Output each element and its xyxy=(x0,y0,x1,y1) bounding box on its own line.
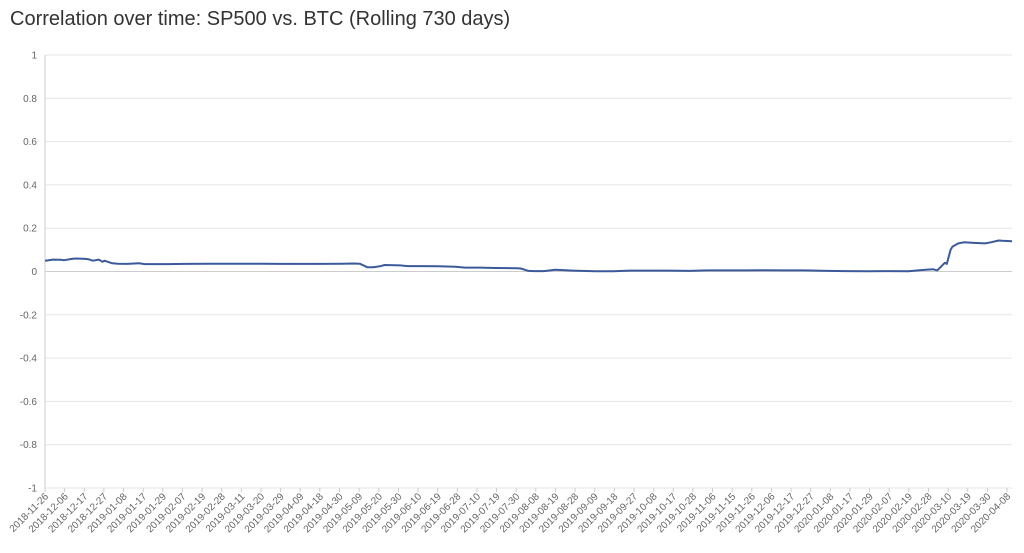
y-tick-label: -0.6 xyxy=(20,397,38,408)
y-tick-label: 0.6 xyxy=(23,137,37,148)
y-tick-label: -0.2 xyxy=(20,310,38,321)
y-tick-label: 1 xyxy=(31,51,37,62)
y-tick-label: -0.4 xyxy=(20,354,38,365)
chart-title: Correlation over time: SP500 vs. BTC (Ro… xyxy=(10,8,511,30)
y-tick-label: 0 xyxy=(31,267,37,278)
y-axis-ticks: 1 0.8 0.6 0.4 0.2 0 -0.2 -0.4 -0.6 -0.8 -1 xyxy=(20,51,38,495)
grid-layer xyxy=(44,54,1012,489)
y-tick-label: -0.8 xyxy=(20,440,38,451)
y-tick-label: 0.2 xyxy=(23,224,37,235)
x-axis-ticks: 2018-11-262018-12-062018-12-172018-12-27… xyxy=(8,488,1013,535)
series-layer xyxy=(44,239,1013,273)
series-line xyxy=(44,239,1013,273)
y-tick-label: 0.4 xyxy=(23,180,37,191)
y-tick-label: 0.8 xyxy=(23,94,37,105)
y-tick-label: -1 xyxy=(28,484,37,495)
